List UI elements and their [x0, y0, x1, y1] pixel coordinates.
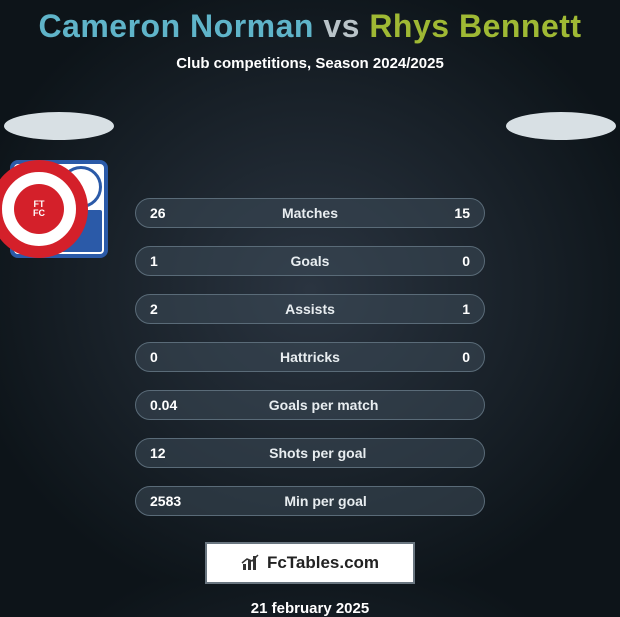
player2-platform	[506, 112, 616, 140]
stat-left-value: 2583	[150, 493, 181, 509]
player1-name: Cameron Norman	[38, 8, 314, 44]
stat-left-value: 0	[150, 349, 158, 365]
stat-left-value: 1	[150, 253, 158, 269]
stat-left-value: 26	[150, 205, 166, 221]
stat-row: 0 Hattricks 0	[135, 342, 485, 372]
stat-label: Matches	[282, 205, 338, 221]
branding-badge: FcTables.com	[205, 542, 415, 584]
subtitle: Club competitions, Season 2024/2025	[0, 55, 620, 72]
stat-right-value: 0	[462, 253, 470, 269]
stat-left-value: 0.04	[150, 397, 177, 413]
stat-label: Hattricks	[280, 349, 340, 365]
stat-left-value: 12	[150, 445, 166, 461]
stats-list: 26 Matches 15 1 Goals 0 2 Assists 1 0 Hattricks 0 0.…	[135, 198, 485, 516]
stat-label: Shots per goal	[269, 445, 366, 461]
player1-platform	[4, 112, 114, 140]
date-label: 21 february 2025	[0, 600, 620, 617]
crest-right-initials: FTFC	[33, 200, 45, 218]
branding-chart-icon	[241, 554, 261, 572]
stat-label: Min per goal	[284, 493, 366, 509]
comparison-panel: FTFC 26 Matches 15 1 Goals 0 2 Assists 1 0 Hattric…	[0, 100, 620, 516]
stat-row: 12 Shots per goal	[135, 438, 485, 468]
player2-name: Rhys Bennett	[369, 8, 581, 44]
stat-right-value: 0	[462, 349, 470, 365]
branding-text: FcTables.com	[267, 553, 379, 573]
stat-label: Goals	[291, 253, 330, 269]
page-title: Cameron Norman vs Rhys Bennett	[0, 0, 620, 45]
stat-right-value: 15	[454, 205, 470, 221]
stat-row: 26 Matches 15	[135, 198, 485, 228]
stat-row: 1 Goals 0	[135, 246, 485, 276]
stat-row: 2583 Min per goal	[135, 486, 485, 516]
stat-left-value: 2	[150, 301, 158, 317]
stat-row: 2 Assists 1	[135, 294, 485, 324]
stat-label: Goals per match	[269, 397, 379, 413]
stat-row: 0.04 Goals per match	[135, 390, 485, 420]
vs-separator: vs	[323, 8, 360, 44]
stat-label: Assists	[285, 301, 335, 317]
stat-right-value: 1	[462, 301, 470, 317]
